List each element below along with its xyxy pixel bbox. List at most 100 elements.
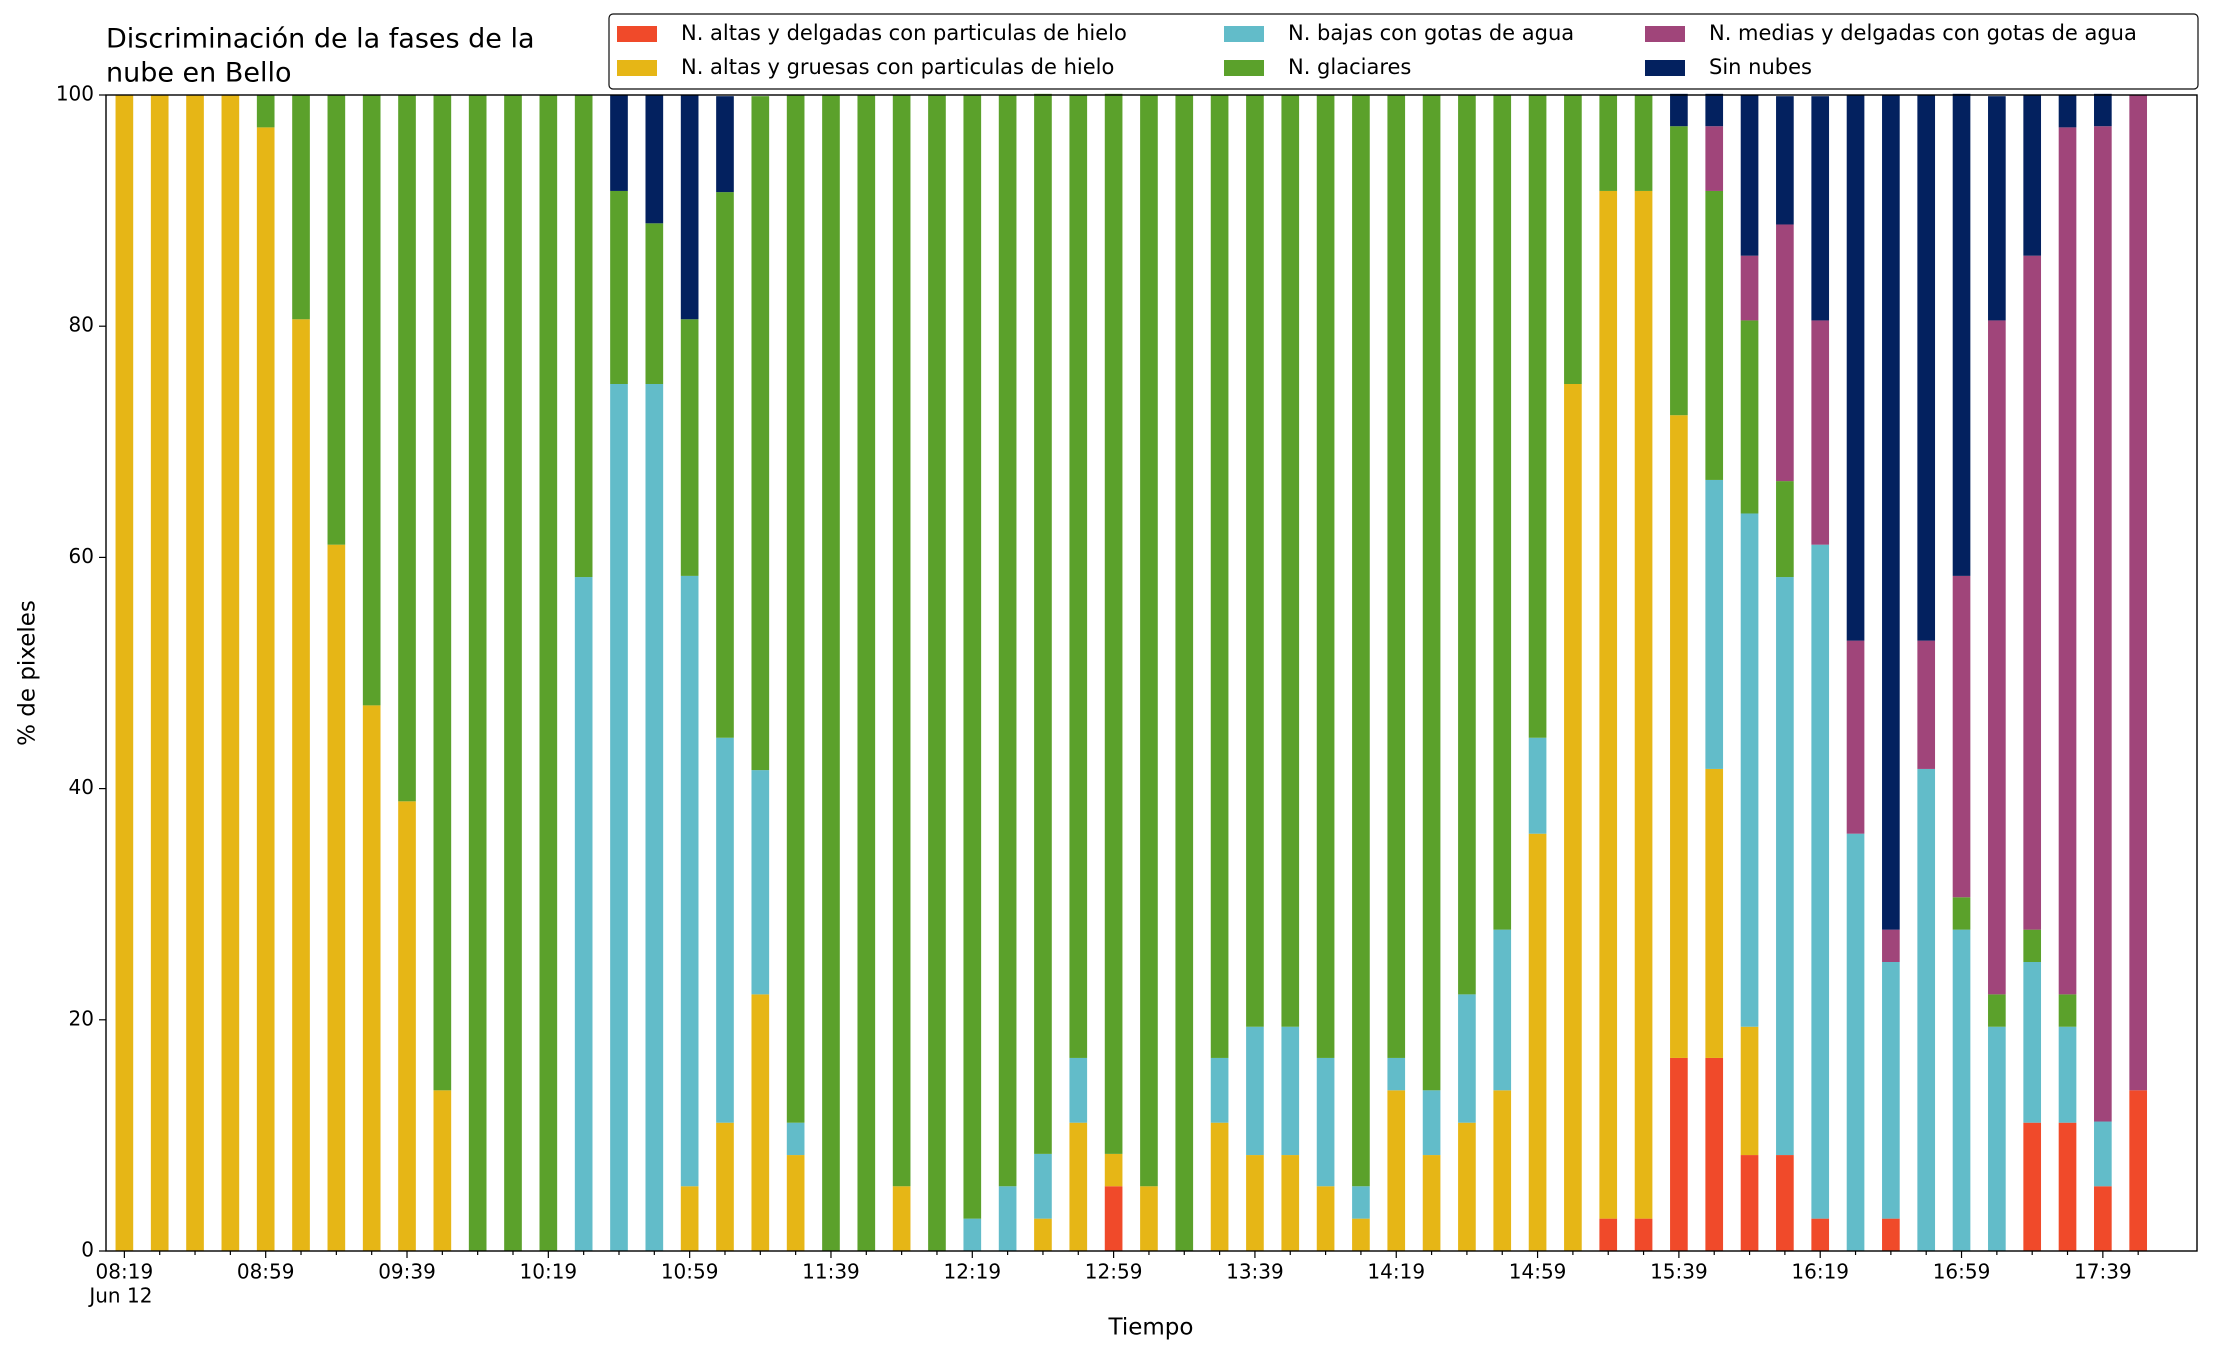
bar-segment — [1422, 1090, 1441, 1156]
bar-segment — [645, 95, 664, 224]
bar-segment — [963, 1218, 982, 1251]
bar-segment — [1776, 224, 1794, 482]
bar-segment — [1034, 93, 1052, 1154]
bar-segment — [998, 95, 1017, 1187]
x-tick-label: 16:59 — [1933, 1260, 1991, 1284]
bar-segment — [2058, 127, 2077, 995]
bar-segment — [1387, 95, 1406, 1058]
bar-segment — [1705, 1057, 1724, 1251]
bar-segment — [2023, 1122, 2042, 1251]
bar-segment — [1210, 1122, 1229, 1251]
legend-swatch — [1224, 60, 1264, 76]
bar-segment — [186, 95, 204, 1251]
bar-segment — [1988, 1026, 2006, 1251]
legend-label: N. glaciares — [1288, 55, 1411, 79]
bar-segment — [1776, 481, 1794, 578]
bar-segment — [645, 223, 664, 384]
bar-segment — [1952, 575, 1971, 898]
bar-segment — [1387, 1090, 1406, 1251]
bar-segment — [1104, 1153, 1123, 1187]
bar-segment — [504, 95, 522, 1251]
y-tick-label: 40 — [69, 775, 94, 799]
bar-segment — [2023, 255, 2042, 930]
bar-segment — [786, 1122, 805, 1156]
bar-segment — [1952, 897, 1971, 930]
bar-segment — [574, 577, 593, 1251]
bar-segment — [1740, 255, 1759, 321]
bar-segment — [1634, 190, 1653, 1219]
bar-segment — [1670, 415, 1688, 1058]
bar-segment — [2094, 1186, 2112, 1251]
bar-segment — [1705, 479, 1724, 769]
bar-segment — [1281, 1155, 1300, 1251]
bar-segment — [2023, 929, 2042, 962]
bar-segment — [751, 96, 770, 771]
bar-segment — [1917, 768, 1936, 1251]
bar-segment — [998, 1186, 1017, 1251]
bar-segment — [1882, 95, 1900, 930]
bar-segment — [2023, 95, 2042, 256]
bar-segment — [857, 95, 876, 1251]
bar-segment — [1917, 95, 1936, 641]
x-tick-label: 08:59 — [237, 1260, 295, 1284]
bar-segment — [1493, 95, 1512, 930]
bar-segment — [1634, 1218, 1653, 1251]
x-tick-label: 08:19 — [96, 1260, 154, 1284]
bar-segment — [1811, 544, 1830, 1219]
bar-segment — [1458, 95, 1476, 995]
plot-frame — [105, 94, 2198, 1252]
bar-segment — [1352, 1186, 1370, 1219]
bar-segment — [1246, 1026, 1264, 1156]
bar-segment — [1069, 1122, 1088, 1251]
bar-segment — [1458, 1122, 1476, 1251]
bar-segment — [327, 544, 346, 1251]
x-tick-label: 17:39 — [2074, 1260, 2132, 1284]
bar-segment — [1069, 95, 1088, 1058]
bar-segment — [1422, 1155, 1441, 1251]
bar-segment — [610, 95, 628, 191]
x-tick-label: 14:59 — [1509, 1260, 1567, 1284]
bar-segment — [433, 95, 452, 1091]
bar-segment — [1811, 320, 1830, 545]
y-axis-label: % de pixeles — [15, 600, 41, 746]
bar-segment — [1564, 95, 1582, 384]
legend-swatch — [617, 60, 657, 76]
bar-segment — [1846, 833, 1865, 1251]
bar-segment — [292, 319, 310, 1251]
bar-segment — [1952, 93, 1971, 576]
x-axis-label: Tiempo — [1108, 1315, 1194, 1341]
legend-label: N. altas y gruesas con particulas de hie… — [681, 55, 1114, 79]
x-date-label: Jun 12 — [87, 1284, 152, 1308]
bar-segment — [292, 95, 310, 320]
bar-segment — [1599, 1218, 1618, 1251]
bar-segment — [1776, 96, 1794, 225]
bar-segment — [1422, 95, 1441, 1091]
bar-segment — [1811, 1218, 1830, 1251]
bar-segment — [1352, 1218, 1370, 1251]
legend-label: N. medias y delgadas con gotas de agua — [1709, 21, 2137, 45]
bar-segment — [716, 192, 734, 738]
bar-segment — [221, 95, 240, 1251]
y-tick-label: 100 — [56, 82, 94, 106]
bar-segment — [433, 1090, 452, 1251]
bar-segment — [398, 801, 416, 1251]
bar-segment — [1952, 929, 1971, 1251]
bar-segment — [1776, 577, 1794, 1156]
bar-segment — [1528, 95, 1547, 738]
bar-segment — [1281, 1026, 1300, 1156]
legend-swatch — [617, 26, 657, 42]
bar-segment — [150, 95, 169, 1251]
bar-segment — [1670, 1057, 1688, 1251]
bar-segment — [1917, 640, 1936, 769]
bar-segment — [398, 95, 416, 802]
bar-segment — [574, 95, 593, 578]
bar-segment — [2058, 1026, 2077, 1123]
bar-segment — [1740, 513, 1759, 1027]
bar-segment — [1740, 320, 1759, 514]
bar-segment — [1705, 126, 1724, 191]
y-tick-label: 60 — [69, 544, 94, 568]
y-tick-label: 0 — [81, 1238, 94, 1262]
bar-segment — [1528, 737, 1547, 834]
bar-segment — [1210, 1057, 1229, 1123]
